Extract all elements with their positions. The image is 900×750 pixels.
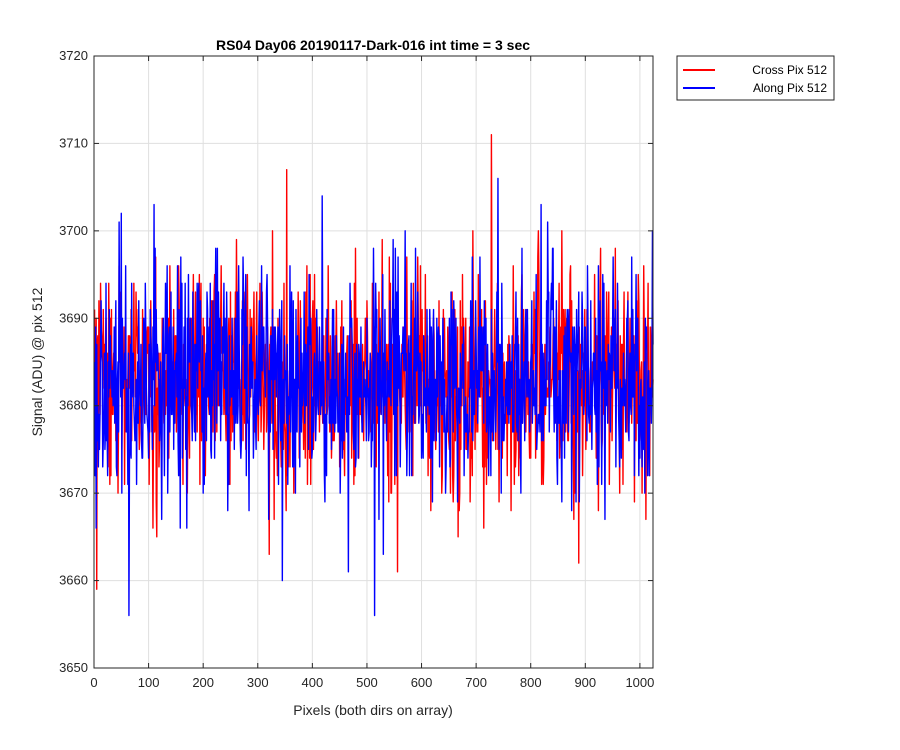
chart-title: RS04 Day06 20190117-Dark-016 int time = … [216,37,530,53]
y-tick-label: 3720 [59,48,88,63]
legend-box [676,55,835,101]
legend: Cross Pix 512 Along Pix 512 [676,55,835,101]
y-tick-label: 3650 [59,660,88,675]
x-tick-label: 400 [302,675,324,690]
x-tick-label: 700 [465,675,487,690]
series-line-along-pix-512 [93,177,654,617]
legend-label-cross: Cross Pix 512 [752,63,827,77]
x-tick-label: 900 [574,675,596,690]
x-tick-label: 300 [247,675,269,690]
y-tick-label: 3710 [59,135,88,150]
plot-frame [93,55,654,669]
x-tick-label: 600 [411,675,433,690]
x-tick-label: 0 [90,675,97,690]
x-tick-label: 100 [138,675,160,690]
y-tick-label: 3660 [59,573,88,588]
x-axis-label: Pixels (both dirs on array) [293,702,453,718]
series-group [93,133,654,617]
y-tick-label: 3680 [59,398,88,413]
x-tick-label: 500 [356,675,378,690]
y-tick-label: 3700 [59,223,88,238]
x-tick-label: 200 [192,675,214,690]
x-tick-label: 800 [520,675,542,690]
legend-label-along: Along Pix 512 [753,81,827,95]
x-tick-label: 1000 [625,675,654,690]
ticks: 0 100 200 300 400 500 600 700 800 900 1000 3650 3660… [59,48,654,690]
y-axis-label: Signal (ADU) @ pix 512 [29,287,45,436]
y-tick-label: 3670 [59,485,88,500]
y-tick-label: 3690 [59,310,88,325]
